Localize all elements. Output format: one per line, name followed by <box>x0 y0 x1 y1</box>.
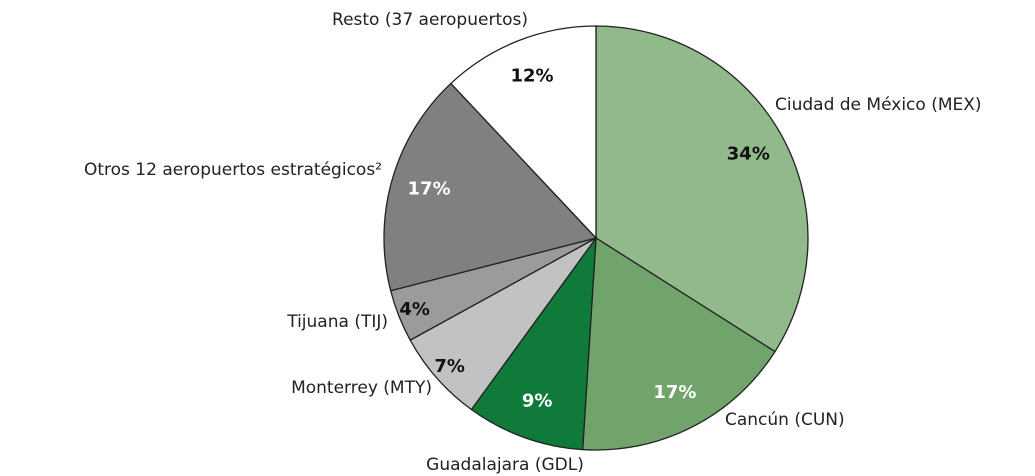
category-label: Guadalajara (GDL) <box>426 455 584 475</box>
category-label: Ciudad de México (MEX) <box>775 95 982 115</box>
category-label: Cancún (CUN) <box>725 410 845 430</box>
value-label: 17% <box>408 179 451 200</box>
value-label: 17% <box>653 382 696 403</box>
pie-slice <box>449 25 597 240</box>
value-label: 4% <box>399 299 430 320</box>
pie-slice <box>595 25 809 353</box>
value-label: 9% <box>522 391 553 412</box>
category-label: Tijuana (TIJ) <box>286 312 388 332</box>
category-label: Monterrey (MTY) <box>291 378 432 398</box>
value-label: 34% <box>727 143 770 164</box>
pie-slice <box>383 82 598 292</box>
pie-slice <box>470 235 597 451</box>
category-label: Otros 12 aeropuertos estratégicos² <box>84 160 382 180</box>
value-label: 12% <box>510 65 553 86</box>
value-label: 7% <box>434 356 465 377</box>
pie-slice <box>581 236 776 451</box>
category-label: Resto (37 aeropuertos) <box>332 10 528 30</box>
